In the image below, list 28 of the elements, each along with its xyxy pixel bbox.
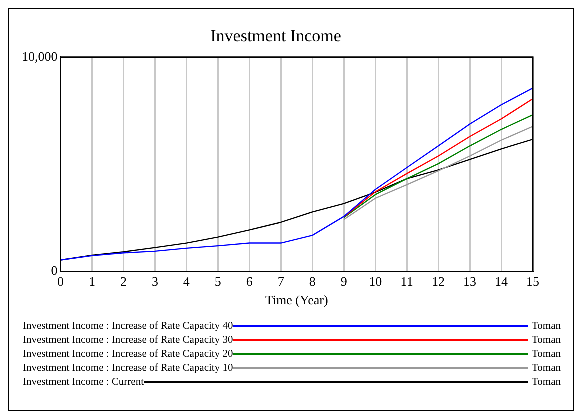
y-tick-label: 10,000 <box>22 48 58 64</box>
x-tick-label: 2 <box>120 274 127 290</box>
x-tick-label: 5 <box>214 274 222 290</box>
x-tick-label: 15 <box>526 274 540 290</box>
x-tick-label: 9 <box>340 274 348 290</box>
text: Toman <box>532 376 561 388</box>
legend-label: Investment Income : Increase of Rate Capacity 10 <box>23 362 234 374</box>
text: Toman <box>532 320 561 332</box>
x-tick-label: 4 <box>183 274 190 290</box>
x-tick-label: 10 <box>369 274 382 290</box>
legend-label: Investment Income : Current <box>23 376 144 388</box>
x-tick-label: 7 <box>278 274 285 290</box>
x-tick-label: 14 <box>495 274 509 290</box>
x-axis-title: Time (Year) <box>265 292 328 308</box>
text: Toman <box>532 334 561 346</box>
x-tick-label: 3 <box>152 274 158 290</box>
x-tick-label: 8 <box>309 274 316 290</box>
text: Toman <box>532 348 561 360</box>
x-tick-label: 1 <box>88 274 96 290</box>
legend-label: Investment Income : Increase of Rate Capacity 40 <box>23 320 234 332</box>
x-tick-label: 6 <box>246 274 254 290</box>
text: Toman <box>532 362 561 374</box>
legend-label: Investment Income : Increase of Rate Capacity 20 <box>23 348 234 360</box>
x-tick-label: 12 <box>432 274 446 290</box>
x-tick-label: 11 <box>400 274 414 290</box>
x-tick-label: 13 <box>464 274 477 290</box>
legend-label: Investment Income : Increase of Rate Capacity 30 <box>23 334 234 346</box>
chart-title: Investment Income <box>210 26 342 46</box>
